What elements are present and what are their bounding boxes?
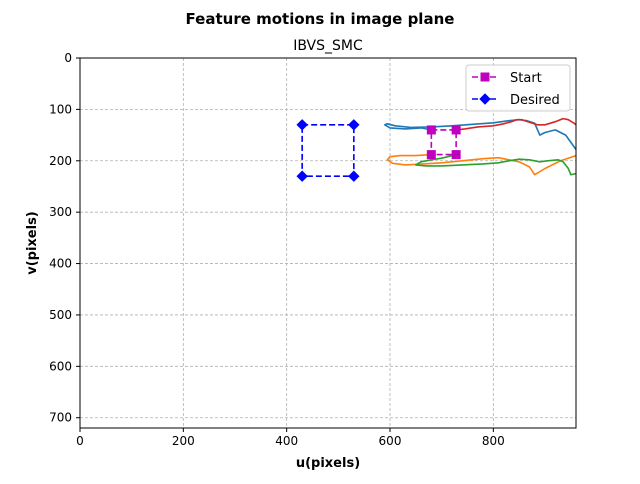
trajectory-line-3 xyxy=(456,117,576,131)
y-tick-label: 0 xyxy=(64,51,72,65)
tick-layer: 0 200 400 600 800 0 100 200 300 400 500 600 700 xyxy=(49,51,505,448)
figure-suptitle: Feature motions in image plane xyxy=(186,10,455,28)
legend-label: Start xyxy=(510,71,542,86)
y-tick-label: 100 xyxy=(49,102,72,116)
desired-point-marker xyxy=(348,119,360,131)
desired-outline xyxy=(301,124,355,177)
y-tick-label: 600 xyxy=(49,359,72,373)
trajectory-line-1 xyxy=(383,118,576,150)
data-layer xyxy=(296,117,576,182)
axes-frame xyxy=(79,57,577,429)
y-axis-label: v(pixels) xyxy=(25,211,40,275)
chart-title: IBVS_SMC xyxy=(293,38,363,54)
desired-point-marker xyxy=(296,170,308,182)
start-point-marker xyxy=(426,125,436,135)
grid-layer xyxy=(79,57,576,428)
start-point-marker xyxy=(451,150,461,160)
trajectory-line-2 xyxy=(386,153,576,176)
legend: Start Desired xyxy=(465,64,571,112)
y-tick-label: 400 xyxy=(49,257,72,271)
start-point-marker xyxy=(451,125,461,135)
x-tick-label: 400 xyxy=(275,434,298,448)
legend-label: Desired xyxy=(510,93,560,108)
legend-marker-diamond xyxy=(479,93,491,105)
y-tick-label: 200 xyxy=(49,154,72,168)
trajectory-line-4 xyxy=(414,153,576,176)
y-tick-label: 700 xyxy=(49,411,72,425)
y-tick-label: 500 xyxy=(49,308,72,322)
desired-point-marker xyxy=(348,170,360,182)
legend-marker-square xyxy=(480,72,490,82)
x-tick-label: 600 xyxy=(379,434,402,448)
desired-point-marker xyxy=(296,119,308,131)
start-point-marker xyxy=(426,150,436,160)
y-tick-label: 300 xyxy=(49,205,72,219)
x-tick-label: 800 xyxy=(482,434,505,448)
x-axis-label: u(pixels) xyxy=(296,456,360,471)
x-tick-label: 0 xyxy=(76,434,84,448)
x-tick-label: 200 xyxy=(172,434,195,448)
